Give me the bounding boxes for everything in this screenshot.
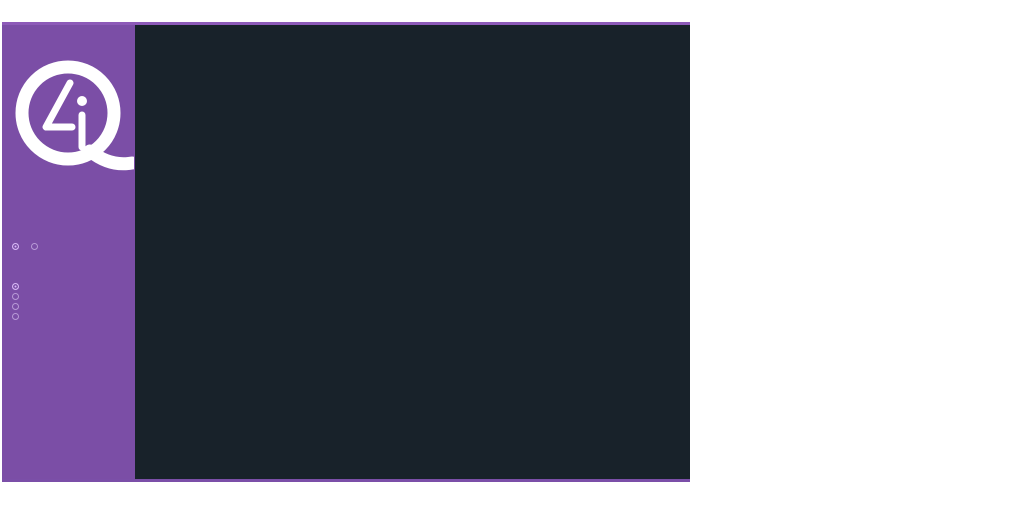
radio-indicator[interactable] [12, 293, 19, 300]
radio-preloaded[interactable] [12, 283, 22, 290]
app-window [2, 22, 690, 482]
radio-message-broker[interactable] [12, 313, 22, 320]
radio-indicator[interactable] [12, 313, 19, 320]
radio-indicator[interactable] [12, 283, 19, 290]
radio-indicator[interactable] [12, 303, 19, 310]
sidebar [2, 25, 135, 479]
radio-data-scientist[interactable] [12, 243, 41, 250]
radio-local-csv[interactable] [12, 293, 22, 300]
radio-mongodb[interactable] [12, 303, 22, 310]
radio-indicator[interactable] [12, 243, 19, 250]
radio-operator[interactable] [31, 243, 38, 250]
q4i-logo [15, 60, 134, 171]
